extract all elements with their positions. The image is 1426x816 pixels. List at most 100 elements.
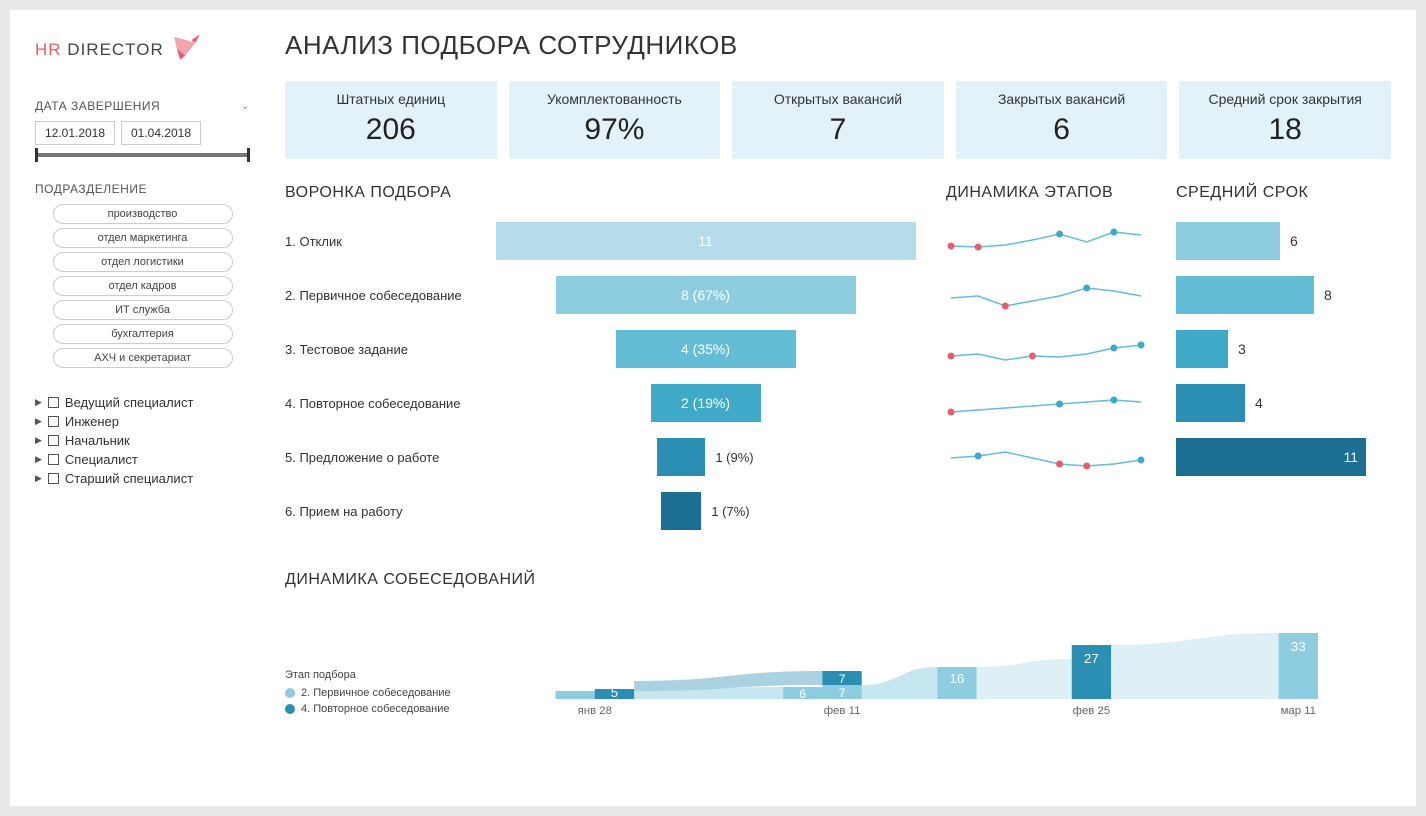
avg-value: 6 [1290, 233, 1298, 249]
kpi-value: 206 [291, 113, 491, 147]
dept-button[interactable]: бухгалтерия [53, 324, 233, 344]
funnel-stage-label: 2. Первичное собеседование [285, 288, 485, 303]
funnel-value: 1 (7%) [711, 504, 749, 519]
funnel-stage-label: 4. Повторное собеседование [285, 396, 485, 411]
mid-section: ВОРОНКА ПОДБОРА 1. Отклик11 2. Первичное … [285, 184, 1391, 546]
svg-text:5: 5 [610, 685, 617, 700]
kpi-card: Открытых вакансий 7 [732, 81, 944, 159]
legend-item: 2. Первичное собеседование [285, 687, 451, 699]
date-slider[interactable] [35, 153, 250, 157]
sparkline [946, 276, 1156, 314]
dept-button[interactable]: отдел маркетинга [53, 228, 233, 248]
kpi-card: Средний срок закрытия18 [1179, 81, 1391, 159]
kpi-row: Штатных единиц206Укомплектованность97%От… [285, 81, 1391, 159]
role-item[interactable]: ▶ Старший специалист [35, 469, 250, 488]
avg-bar-row: 4 [1176, 384, 1391, 422]
date-filter-title: ДАТА ЗАВЕРШЕНИЯ [35, 99, 160, 113]
chevron-down-icon[interactable]: ⌄ [241, 101, 250, 112]
avg-bar-row: 6 [1176, 222, 1391, 260]
kpi-label: Открытых вакансий [738, 91, 938, 107]
avg-title: СРЕДНИЙ СРОК [1176, 184, 1391, 202]
svg-text:фев 11: фев 11 [823, 705, 860, 717]
funnel-row: 6. Прием на работу1 (7%) [285, 492, 926, 530]
dept-button[interactable]: АХЧ и секретариат [53, 348, 233, 368]
page-title: АНАЛИЗ ПОДБОРА СОТРУДНИКОВ [285, 30, 1391, 61]
logo: HR DIRECTOR [35, 30, 250, 69]
checkbox-icon[interactable] [48, 397, 59, 408]
avg-value: 3 [1238, 341, 1246, 357]
expand-icon: ▶ [35, 435, 42, 446]
legend-dot-icon [285, 704, 295, 714]
avg-bar-row: 11 [1176, 438, 1391, 476]
expand-icon: ▶ [35, 473, 42, 484]
checkbox-icon[interactable] [48, 435, 59, 446]
funnel-column: ВОРОНКА ПОДБОРА 1. Отклик11 2. Первичное … [285, 184, 926, 546]
funnel-value: 1 (9%) [715, 450, 753, 465]
sparklines-column: ДИНАМИКА ЭТАПОВ [946, 184, 1156, 546]
avg-column: СРЕДНИЙ СРОК 6 8 3 4 11 [1176, 184, 1391, 546]
logo-icon [170, 30, 204, 69]
funnel-stage-label: 3. Тестовое задание [285, 342, 485, 357]
bottom-title: ДИНАМИКА СОБЕСЕДОВАНИЙ [285, 571, 1391, 589]
funnel-bar: 4 (35%) [616, 330, 796, 368]
checkbox-icon[interactable] [48, 454, 59, 465]
svg-text:16: 16 [949, 671, 964, 686]
date-from-input[interactable] [35, 121, 115, 145]
kpi-value: 7 [738, 113, 938, 147]
avg-bar: 11 [1176, 438, 1366, 476]
date-filter: ДАТА ЗАВЕРШЕНИЯ ⌄ [35, 99, 250, 157]
avg-bar [1176, 276, 1314, 314]
avg-value: 4 [1255, 395, 1263, 411]
role-label: Ведущий специалист [65, 395, 194, 410]
svg-text:янв 28: янв 28 [577, 705, 611, 717]
kpi-card: Укомплектованность97% [509, 81, 721, 159]
date-to-input[interactable] [121, 121, 201, 145]
checkbox-icon[interactable] [48, 473, 59, 484]
svg-text:фев 25: фев 25 [1072, 705, 1110, 717]
role-label: Начальник [65, 433, 130, 448]
sparkline [946, 384, 1156, 422]
legend-label: 2. Первичное собеседование [301, 687, 451, 699]
sidebar: HR DIRECTOR ДАТА ЗАВЕРШЕНИЯ ⌄ ПОДРАЗДЕЛЕ… [35, 30, 250, 786]
legend-item: 4. Повторное собеседование [285, 703, 451, 715]
dept-button[interactable]: производство [53, 204, 233, 224]
funnel-bar [661, 492, 701, 530]
avg-value: 8 [1324, 287, 1332, 303]
legend-title: Этап подбора [285, 669, 451, 681]
bottom-section: ДИНАМИКА СОБЕСЕДОВАНИЙ Этап подбора 2. П… [285, 571, 1391, 719]
role-label: Старший специалист [65, 471, 193, 486]
role-item[interactable]: ▶Специалист [35, 450, 250, 469]
role-item[interactable]: ▶ Начальник [35, 431, 250, 450]
funnel-title: ВОРОНКА ПОДБОРА [285, 184, 926, 202]
svg-text:7: 7 [838, 686, 845, 700]
expand-icon: ▶ [35, 397, 42, 408]
kpi-card: Штатных единиц206 [285, 81, 497, 159]
dept-filter: ПОДРАЗДЕЛЕНИЕ производствоотдел маркетин… [35, 182, 250, 368]
dept-button[interactable]: ИТ служба [53, 300, 233, 320]
dashboard: HR DIRECTOR ДАТА ЗАВЕРШЕНИЯ ⌄ ПОДРАЗДЕЛЕ… [10, 10, 1416, 806]
avg-bar [1176, 384, 1245, 422]
funnel-row: 1. Отклик11 [285, 222, 926, 260]
role-item[interactable]: ▶ Ведущий специалист [35, 393, 250, 412]
logo-text: HR DIRECTOR [35, 40, 164, 60]
dept-button[interactable]: отдел логистики [53, 252, 233, 272]
funnel-bar [657, 438, 705, 476]
role-item[interactable]: ▶Инженер [35, 412, 250, 431]
svg-text:33: 33 [1290, 639, 1305, 654]
svg-text:27: 27 [1083, 651, 1098, 666]
spark-title: ДИНАМИКА ЭТАПОВ [946, 184, 1156, 202]
role-filter: ▶ Ведущий специалист ▶Инженер ▶ Начальник ▶Сп… [35, 393, 250, 488]
funnel-bar: 11 [496, 222, 916, 260]
sparkline [946, 222, 1156, 260]
dept-button[interactable]: отдел кадров [53, 276, 233, 296]
avg-bar [1176, 222, 1280, 260]
kpi-card: Закрытых вакансий6 [956, 81, 1168, 159]
avg-bar-row: 8 [1176, 276, 1391, 314]
funnel-row: 4. Повторное собеседование2 (19%) [285, 384, 926, 422]
kpi-value: 6 [962, 113, 1162, 147]
sparkline [946, 330, 1156, 368]
funnel-stage-label: 5. Предложение о работе [285, 450, 485, 465]
checkbox-icon[interactable] [48, 416, 59, 427]
kpi-label: Средний срок закрытия [1185, 91, 1385, 107]
funnel-row: 2. Первичное собеседование8 (67%) [285, 276, 926, 314]
